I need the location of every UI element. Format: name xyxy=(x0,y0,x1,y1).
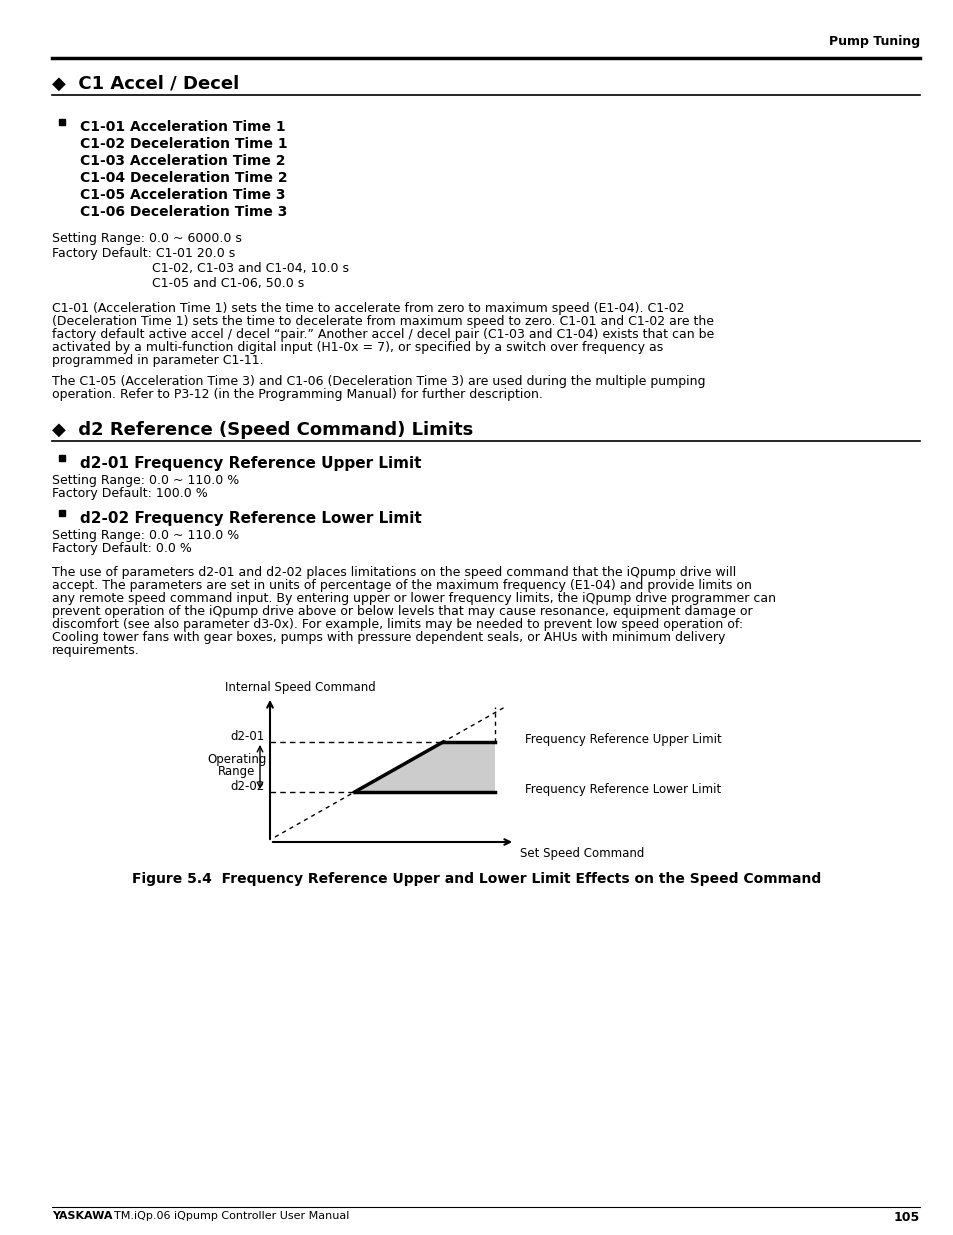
Text: discomfort (see also parameter d3-0x). For example, limits may be needed to prev: discomfort (see also parameter d3-0x). F… xyxy=(52,618,742,631)
Text: (Deceleration Time 1) sets the time to decelerate from maximum speed to zero. C1: (Deceleration Time 1) sets the time to d… xyxy=(52,315,713,329)
Text: Setting Range: 0.0 ~ 110.0 %: Setting Range: 0.0 ~ 110.0 % xyxy=(52,529,239,542)
Text: operation. Refer to P3-12 (in the Programming Manual) for further description.: operation. Refer to P3-12 (in the Progra… xyxy=(52,388,542,401)
Text: factory default active accel / decel “pair.” Another accel / decel pair (C1-03 a: factory default active accel / decel “pa… xyxy=(52,329,714,341)
Text: C1-04 Deceleration Time 2: C1-04 Deceleration Time 2 xyxy=(80,170,287,185)
Text: Pump Tuning: Pump Tuning xyxy=(828,35,919,48)
Text: accept. The parameters are set in units of percentage of the maximum frequency (: accept. The parameters are set in units … xyxy=(52,579,751,592)
Text: C1-01 Acceleration Time 1: C1-01 Acceleration Time 1 xyxy=(80,120,285,135)
Text: C1-03 Acceleration Time 2: C1-03 Acceleration Time 2 xyxy=(80,154,285,168)
Text: Range: Range xyxy=(218,766,255,778)
Text: Factory Default: 0.0 %: Factory Default: 0.0 % xyxy=(52,542,192,555)
Text: Set Speed Command: Set Speed Command xyxy=(519,847,643,860)
Polygon shape xyxy=(355,742,495,792)
Text: C1-05 and C1-06, 50.0 s: C1-05 and C1-06, 50.0 s xyxy=(152,277,304,290)
Text: Internal Speed Command: Internal Speed Command xyxy=(224,680,375,694)
Text: Frequency Reference Lower Limit: Frequency Reference Lower Limit xyxy=(524,783,720,795)
Text: prevent operation of the iQpump drive above or below levels that may cause reson: prevent operation of the iQpump drive ab… xyxy=(52,605,752,618)
Text: TM.iQp.06 iQpump Controller User Manual: TM.iQp.06 iQpump Controller User Manual xyxy=(113,1212,349,1221)
Text: d2-02: d2-02 xyxy=(231,781,265,794)
Text: d2-01: d2-01 xyxy=(231,730,265,743)
Text: Frequency Reference Upper Limit: Frequency Reference Upper Limit xyxy=(524,732,721,746)
Text: The use of parameters d2-01 and d2-02 places limitations on the speed command th: The use of parameters d2-01 and d2-02 pl… xyxy=(52,566,736,579)
Text: 105: 105 xyxy=(893,1212,919,1224)
Text: requirements.: requirements. xyxy=(52,643,139,657)
Text: Factory Default: C1-01 20.0 s: Factory Default: C1-01 20.0 s xyxy=(52,247,235,261)
Text: C1-01 (Acceleration Time 1) sets the time to accelerate from zero to maximum spe: C1-01 (Acceleration Time 1) sets the tim… xyxy=(52,303,684,315)
Text: C1-02 Deceleration Time 1: C1-02 Deceleration Time 1 xyxy=(80,137,287,151)
Text: The C1-05 (Acceleration Time 3) and C1-06 (Deceleration Time 3) are used during : The C1-05 (Acceleration Time 3) and C1-0… xyxy=(52,375,705,388)
Text: YASKAWA: YASKAWA xyxy=(52,1212,112,1221)
Text: d2-02 Frequency Reference Lower Limit: d2-02 Frequency Reference Lower Limit xyxy=(80,511,421,526)
Text: Figure 5.4  Frequency Reference Upper and Lower Limit Effects on the Speed Comma: Figure 5.4 Frequency Reference Upper and… xyxy=(132,872,821,885)
Text: d2-01 Frequency Reference Upper Limit: d2-01 Frequency Reference Upper Limit xyxy=(80,456,421,471)
Text: Setting Range: 0.0 ~ 110.0 %: Setting Range: 0.0 ~ 110.0 % xyxy=(52,474,239,487)
Text: Setting Range: 0.0 ~ 6000.0 s: Setting Range: 0.0 ~ 6000.0 s xyxy=(52,232,242,245)
Text: Operating: Operating xyxy=(207,752,267,766)
Text: programmed in parameter C1-11.: programmed in parameter C1-11. xyxy=(52,354,263,367)
Text: activated by a multi-function digital input (H1-0x = 7), or specified by a switc: activated by a multi-function digital in… xyxy=(52,341,662,354)
Text: Cooling tower fans with gear boxes, pumps with pressure dependent seals, or AHUs: Cooling tower fans with gear boxes, pump… xyxy=(52,631,724,643)
Text: any remote speed command input. By entering upper or lower frequency limits, the: any remote speed command input. By enter… xyxy=(52,592,775,605)
Text: C1-02, C1-03 and C1-04, 10.0 s: C1-02, C1-03 and C1-04, 10.0 s xyxy=(152,262,349,275)
Text: ◆  C1 Accel / Decel: ◆ C1 Accel / Decel xyxy=(52,75,239,93)
Text: ◆  d2 Reference (Speed Command) Limits: ◆ d2 Reference (Speed Command) Limits xyxy=(52,421,473,438)
Text: C1-05 Acceleration Time 3: C1-05 Acceleration Time 3 xyxy=(80,188,285,203)
Text: Factory Default: 100.0 %: Factory Default: 100.0 % xyxy=(52,487,208,500)
Text: C1-06 Deceleration Time 3: C1-06 Deceleration Time 3 xyxy=(80,205,287,219)
